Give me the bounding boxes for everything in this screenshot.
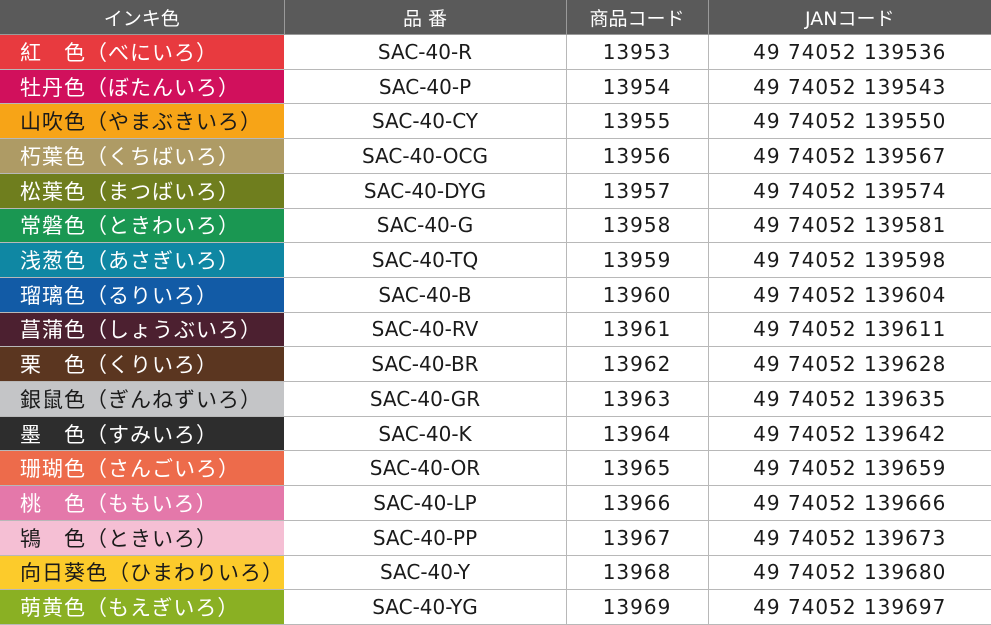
table-row: 銀鼠色（ぎんねずいろ） SAC-40-GR 13963 49 74052 139635 <box>0 381 991 417</box>
ink-color-name-cell: 松葉色（まつばいろ） <box>0 173 285 209</box>
table-row: 常磐色（ときわいろ） SAC-40-G 13958 49 74052 139581 <box>0 208 991 244</box>
product-code-cell: 13960 <box>566 277 709 313</box>
ink-color-name-cell: 牡丹色（ぼたんいろ） <box>0 69 285 105</box>
product-number-cell: SAC-40-PP <box>284 520 567 556</box>
table-header: インキ色 品 番 商品コード JANコード <box>0 0 991 35</box>
table-row: 向日葵色（ひまわりいろ） SAC-40-Y 13968 49 74052 139680 <box>0 555 991 591</box>
jan-code-cell: 49 74052 139604 <box>708 277 991 313</box>
product-code-cell: 13966 <box>566 485 709 521</box>
jan-code-cell: 49 74052 139642 <box>708 416 991 452</box>
ink-color-name-cell: 菖蒲色（しょうぶいろ） <box>0 312 285 348</box>
table-row: 紅 色（べにいろ） SAC-40-R 13953 49 74052 139536 <box>0 34 991 70</box>
jan-code-cell: 49 74052 139673 <box>708 520 991 556</box>
ink-color-name-cell: 栗 色（くりいろ） <box>0 346 285 383</box>
product-number-cell: SAC-40-Y <box>284 555 567 591</box>
jan-code-cell: 49 74052 139628 <box>708 346 991 383</box>
product-number-cell: SAC-40-B <box>284 277 567 313</box>
product-code-cell: 13969 <box>566 589 709 625</box>
table-row: 珊瑚色（さんごいろ） SAC-40-OR 13965 49 74052 139659 <box>0 450 991 487</box>
table-row: 鴇 色（ときいろ） SAC-40-PP 13967 49 74052 139673 <box>0 520 991 556</box>
product-code-cell: 13955 <box>566 103 709 140</box>
table-row: 浅葱色（あさぎいろ） SAC-40-TQ 13959 49 74052 139598 <box>0 242 991 278</box>
product-code-cell: 13967 <box>566 520 709 556</box>
ink-color-name-cell: 鴇 色（ときいろ） <box>0 520 285 556</box>
product-number-cell: SAC-40-LP <box>284 485 567 521</box>
product-number-cell: SAC-40-P <box>284 69 567 105</box>
table-row: 朽葉色（くちばいろ） SAC-40-OCG 13956 49 74052 139567 <box>0 138 991 174</box>
product-number-cell: SAC-40-OR <box>284 450 567 487</box>
header-jan-code: JANコード <box>708 0 991 35</box>
jan-code-cell: 49 74052 139567 <box>708 138 991 174</box>
table-row: 瑠璃色（るりいろ） SAC-40-B 13960 49 74052 139604 <box>0 277 991 313</box>
product-code-cell: 13956 <box>566 138 709 174</box>
product-number-cell: SAC-40-DYG <box>284 173 567 209</box>
jan-code-cell: 49 74052 139680 <box>708 555 991 591</box>
jan-code-cell: 49 74052 139536 <box>708 34 991 70</box>
header-row: インキ色 品 番 商品コード JANコード <box>0 0 991 35</box>
table-row: 菖蒲色（しょうぶいろ） SAC-40-RV 13961 49 74052 139611 <box>0 312 991 348</box>
ink-color-name-cell: 紅 色（べにいろ） <box>0 34 285 70</box>
jan-code-cell: 49 74052 139598 <box>708 242 991 278</box>
jan-code-cell: 49 74052 139550 <box>708 103 991 140</box>
table-row: 墨 色（すみいろ） SAC-40-K 13964 49 74052 139642 <box>0 416 991 452</box>
table-row: 栗 色（くりいろ） SAC-40-BR 13962 49 74052 139628 <box>0 346 991 383</box>
jan-code-cell: 49 74052 139611 <box>708 312 991 348</box>
ink-color-name-cell: 桃 色（ももいろ） <box>0 485 285 521</box>
product-code-cell: 13965 <box>566 450 709 487</box>
product-code-cell: 13958 <box>566 208 709 244</box>
product-number-cell: SAC-40-CY <box>284 103 567 140</box>
product-number-cell: SAC-40-GR <box>284 381 567 417</box>
jan-code-cell: 49 74052 139543 <box>708 69 991 105</box>
product-code-cell: 13957 <box>566 173 709 209</box>
header-product-code: 商品コード <box>566 0 709 35</box>
ink-color-name-cell: 浅葱色（あさぎいろ） <box>0 242 285 278</box>
jan-code-cell: 49 74052 139574 <box>708 173 991 209</box>
ink-color-name-cell: 向日葵色（ひまわりいろ） <box>0 555 285 591</box>
product-code-cell: 13962 <box>566 346 709 383</box>
table-body: 紅 色（べにいろ） SAC-40-R 13953 49 74052 139536 牡丹色… <box>0 34 991 625</box>
product-code-cell: 13954 <box>566 69 709 105</box>
product-number-cell: SAC-40-R <box>284 34 567 70</box>
jan-code-cell: 49 74052 139581 <box>708 208 991 244</box>
table-row: 桃 色（ももいろ） SAC-40-LP 13966 49 74052 139666 <box>0 485 991 521</box>
jan-code-cell: 49 74052 139659 <box>708 450 991 487</box>
product-number-cell: SAC-40-BR <box>284 346 567 383</box>
product-code-cell: 13963 <box>566 381 709 417</box>
jan-code-cell: 49 74052 139635 <box>708 381 991 417</box>
header-ink-color: インキ色 <box>0 0 285 35</box>
ink-color-name-cell: 銀鼠色（ぎんねずいろ） <box>0 381 285 417</box>
table-row: 山吹色（やまぶきいろ） SAC-40-CY 13955 49 74052 139550 <box>0 103 991 140</box>
ink-color-name-cell: 常磐色（ときわいろ） <box>0 208 285 244</box>
ink-color-name-cell: 墨 色（すみいろ） <box>0 416 285 452</box>
ink-color-name-cell: 朽葉色（くちばいろ） <box>0 138 285 174</box>
ink-color-name-cell: 山吹色（やまぶきいろ） <box>0 103 285 140</box>
product-number-cell: SAC-40-YG <box>284 589 567 625</box>
product-number-cell: SAC-40-G <box>284 208 567 244</box>
table-row: 松葉色（まつばいろ） SAC-40-DYG 13957 49 74052 139574 <box>0 173 991 209</box>
ink-color-name-cell: 萌黄色（もえぎいろ） <box>0 589 285 625</box>
product-number-cell: SAC-40-RV <box>284 312 567 348</box>
product-number-cell: SAC-40-K <box>284 416 567 452</box>
header-product-number: 品 番 <box>284 0 567 35</box>
product-code-cell: 13964 <box>566 416 709 452</box>
product-code-cell: 13961 <box>566 312 709 348</box>
product-number-cell: SAC-40-TQ <box>284 242 567 278</box>
jan-code-cell: 49 74052 139697 <box>708 589 991 625</box>
product-code-cell: 13959 <box>566 242 709 278</box>
product-code-cell: 13968 <box>566 555 709 591</box>
table-row: 牡丹色（ぼたんいろ） SAC-40-P 13954 49 74052 139543 <box>0 69 991 105</box>
product-code-cell: 13953 <box>566 34 709 70</box>
ink-color-name-cell: 珊瑚色（さんごいろ） <box>0 450 285 487</box>
product-number-cell: SAC-40-OCG <box>284 138 567 174</box>
ink-color-name-cell: 瑠璃色（るりいろ） <box>0 277 285 313</box>
jan-code-cell: 49 74052 139666 <box>708 485 991 521</box>
table-row: 萌黄色（もえぎいろ） SAC-40-YG 13969 49 74052 139697 <box>0 589 991 625</box>
